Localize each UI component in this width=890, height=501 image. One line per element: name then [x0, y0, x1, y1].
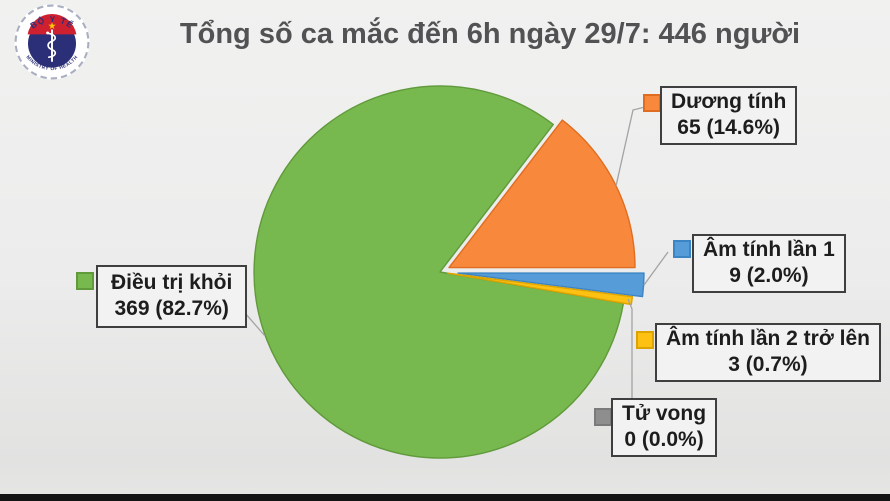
leader-line-deaths: [627, 298, 633, 399]
logo-laurel-ring: [14, 4, 90, 80]
leader-line-positive: [615, 106, 646, 187]
callout-negative1: Âm tính lần 1 9 (2.0%): [692, 234, 846, 294]
legend-marker-negative1: [673, 240, 691, 258]
pie-slice-1: [457, 272, 645, 298]
leader-line-negative1: [643, 251, 669, 286]
legend-marker-deaths: [594, 408, 612, 426]
callout-deaths-value: 0 (0.0%): [624, 427, 704, 451]
bottom-black-bar: [0, 494, 890, 501]
logo-snake-icon: [46, 32, 57, 59]
callout-negative2: Âm tính lần 2 trở lên 3 (0.7%): [655, 323, 881, 383]
legend-marker-negative2: [636, 331, 654, 349]
pie-slice-4: [253, 85, 625, 459]
logo-red-band: [27, 14, 77, 35]
pie-slices: [253, 85, 645, 459]
pie-slice-2: [447, 272, 634, 306]
logo-staff: [51, 29, 53, 62]
callout-positive: Dương tính 65 (14.6%): [660, 86, 798, 146]
callout-positive-label: Dương tính: [671, 90, 787, 113]
legend-marker-recovered: [76, 272, 94, 290]
callout-deaths: Tử vong 0 (0.0%): [611, 398, 718, 458]
logo-snake-head: [46, 31, 50, 35]
callout-recovered-label: Điều trị khỏi: [111, 271, 233, 294]
callout-negative2-label: Âm tính lần 2 trở lên: [666, 327, 870, 350]
callout-negative1-value: 9 (2.0%): [729, 263, 809, 287]
logo-star-icon: ★: [48, 21, 57, 32]
ministry-of-health-logo: ★ BỘ Y TẾ MINISTRY OF HEALTH: [14, 4, 90, 80]
callout-negative1-label: Âm tính lần 1: [703, 238, 835, 261]
callout-deaths-label: Tử vong: [622, 402, 707, 425]
legend-marker-positive: [643, 94, 661, 112]
callout-negative2-value: 3 (0.7%): [728, 352, 808, 376]
callout-positive-value: 65 (14.6%): [677, 115, 780, 139]
chart-title: Tổng số ca mắc đến 6h ngày 29/7: 446 ngư…: [179, 18, 801, 50]
callout-recovered: Điều trị khỏi 369 (82.7%): [96, 265, 248, 329]
callout-recovered-value: 369 (82.7%): [114, 296, 229, 320]
